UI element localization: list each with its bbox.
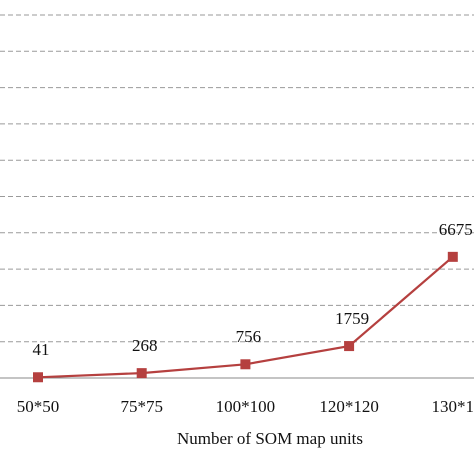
x-tick-label: 50*50 (17, 397, 60, 416)
x-tick-label: 120*120 (319, 397, 379, 416)
data-marker (33, 372, 43, 383)
x-tick-label: 130*1 (432, 397, 474, 416)
x-tick-label: 75*75 (120, 397, 163, 416)
data-label: 268 (132, 336, 158, 355)
data-line (37, 255, 454, 379)
data-marker (344, 341, 355, 352)
data-marker (447, 251, 458, 262)
data-label: 41 (33, 340, 50, 359)
data-label: 6675 (439, 220, 473, 239)
data-label: 756 (236, 327, 262, 346)
data-label: 1759 (335, 309, 369, 328)
x-tick-label: 100*100 (216, 397, 276, 416)
data-marker (136, 368, 147, 379)
x-axis-title: Number of SOM map units (177, 429, 363, 448)
data-marker (240, 359, 251, 370)
